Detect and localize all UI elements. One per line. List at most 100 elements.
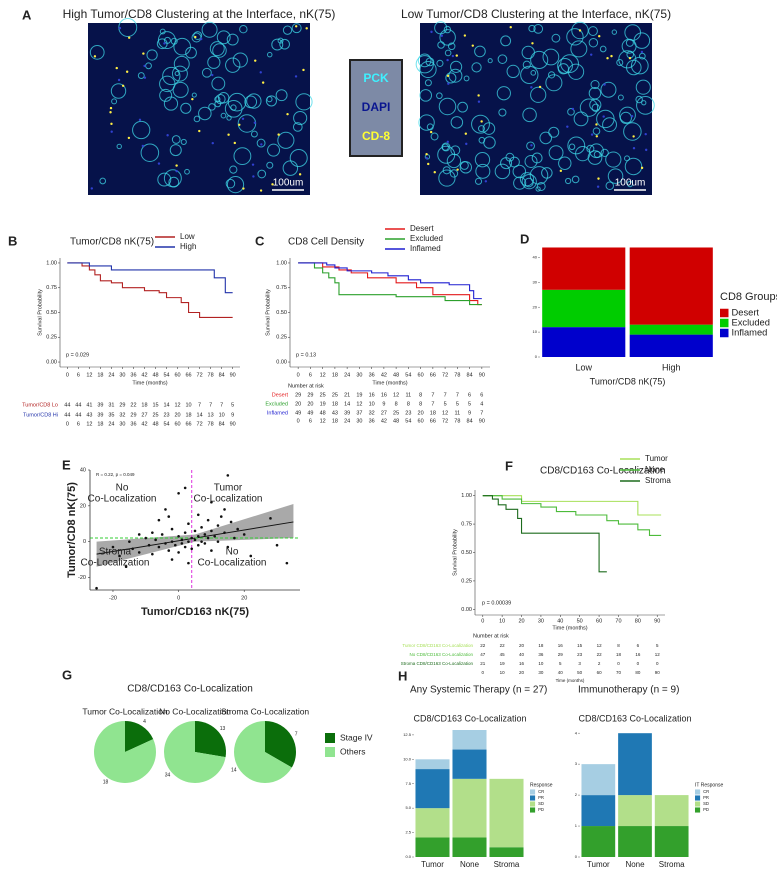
risk-count: 9 xyxy=(382,401,385,407)
nucleus xyxy=(606,56,609,60)
y-tick-label: 0 xyxy=(575,854,578,859)
bar-segment xyxy=(489,847,524,857)
bar-segment xyxy=(489,778,524,848)
cell xyxy=(589,98,602,111)
cell xyxy=(445,72,457,84)
risk-count: 23 xyxy=(405,410,411,416)
y-tick-label: 0.0 xyxy=(405,854,411,859)
cell xyxy=(474,152,491,168)
cell xyxy=(635,79,651,95)
x-tick-label: 30 xyxy=(538,618,544,624)
risk-count: 44 xyxy=(64,402,70,408)
point xyxy=(233,536,236,540)
y-tick-label: 0.00 xyxy=(461,607,472,613)
quadrant-label: Co-Localization xyxy=(194,494,263,505)
legend-label: Stroma xyxy=(645,476,671,485)
nucleus xyxy=(110,122,113,126)
point xyxy=(170,558,174,561)
legend-swatch xyxy=(720,328,729,338)
point xyxy=(157,545,161,549)
point xyxy=(193,529,197,533)
risk-count: 43 xyxy=(332,410,338,416)
cell xyxy=(522,107,537,123)
y-tick-label: 20 xyxy=(533,304,538,309)
risk-count: 6 xyxy=(637,643,640,648)
risk-count: 11 xyxy=(454,410,460,416)
risk-count: 39 xyxy=(97,412,103,418)
point xyxy=(128,540,131,543)
point xyxy=(223,508,226,511)
bar-segment xyxy=(654,795,689,827)
cell xyxy=(568,143,576,151)
point xyxy=(226,545,230,549)
cell xyxy=(638,52,646,60)
nucleus xyxy=(477,100,481,103)
nucleus xyxy=(595,135,599,138)
bar-segment xyxy=(654,826,689,857)
cell xyxy=(519,172,535,187)
chart-title: Any Systemic Therapy (n = 27) xyxy=(410,685,547,696)
risk-count: 25 xyxy=(152,412,158,418)
slice-label: 13 xyxy=(220,726,226,732)
risk-count: 22 xyxy=(597,652,603,657)
point xyxy=(275,543,279,547)
risk-count: 12 xyxy=(442,410,448,416)
legend-swatch xyxy=(695,807,701,813)
legend-label: Stage IV xyxy=(340,732,373,742)
risk-time-label: 66 xyxy=(430,418,436,424)
nucleus xyxy=(233,141,237,145)
cell xyxy=(217,92,230,104)
scale-bar-label: 100um xyxy=(273,178,304,189)
point xyxy=(147,543,151,547)
nucleus xyxy=(286,112,289,116)
cell xyxy=(180,102,192,114)
legend-swatch xyxy=(720,308,729,318)
y-tick-label: 10 xyxy=(533,329,538,334)
cell xyxy=(291,23,302,34)
risk-time-label: 70 xyxy=(616,670,622,675)
cell xyxy=(172,81,189,98)
risk-time-label: 18 xyxy=(97,421,103,427)
cell xyxy=(450,60,463,73)
cell xyxy=(530,70,537,76)
nucleus xyxy=(455,54,458,57)
risk-count: 6 xyxy=(468,392,471,398)
cell xyxy=(266,96,273,103)
nucleus xyxy=(110,130,113,133)
risk-count: 19 xyxy=(500,661,506,666)
point xyxy=(200,526,203,529)
point xyxy=(216,540,220,543)
nucleus xyxy=(447,82,450,85)
bar-segment xyxy=(618,826,652,857)
y-axis-label: Survival Probability xyxy=(452,529,458,576)
point xyxy=(183,486,187,490)
x-tick-label: 78 xyxy=(208,372,214,378)
x-tick-label: 80 xyxy=(635,618,641,624)
stain-legend xyxy=(349,59,403,157)
cell xyxy=(521,174,537,190)
risk-count: 25 xyxy=(320,392,326,398)
legend-label: PD xyxy=(538,807,544,812)
cell xyxy=(132,120,151,140)
risk-count: 31 xyxy=(108,402,114,408)
nucleus xyxy=(578,29,582,32)
cell xyxy=(474,45,486,58)
legend-label: Desert xyxy=(732,307,760,317)
risk-count: 44 xyxy=(75,402,81,408)
risk-time-label: 0 xyxy=(481,670,484,675)
risk-count: 7 xyxy=(444,392,447,398)
risk-time-label: 42 xyxy=(381,418,387,424)
risk-count: 7 xyxy=(198,402,201,408)
nucleus xyxy=(175,169,178,173)
cell xyxy=(617,94,624,101)
x-tick-label: Tumor xyxy=(421,860,444,869)
risk-count: 40 xyxy=(519,652,525,657)
risk-time-label: 48 xyxy=(152,421,158,427)
panel-label: C xyxy=(255,233,265,248)
quadrant-label: Stroma xyxy=(99,547,132,558)
x-tick-label: 48 xyxy=(393,372,399,378)
nucleus xyxy=(117,78,121,82)
cell xyxy=(567,63,585,80)
y-tick-label: 0.25 xyxy=(276,335,287,341)
